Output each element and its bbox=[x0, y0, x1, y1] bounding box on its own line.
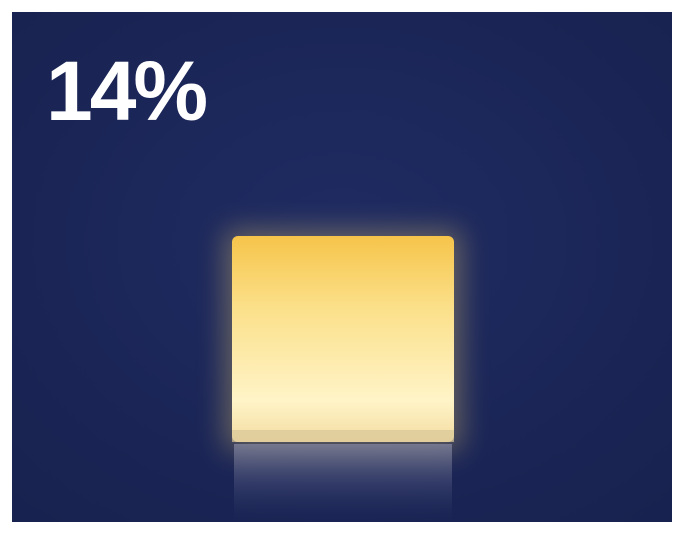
block-ridges bbox=[232, 238, 454, 438]
reflection bbox=[234, 444, 452, 522]
block-base bbox=[232, 430, 454, 442]
headline: 14% bbox=[46, 44, 206, 138]
